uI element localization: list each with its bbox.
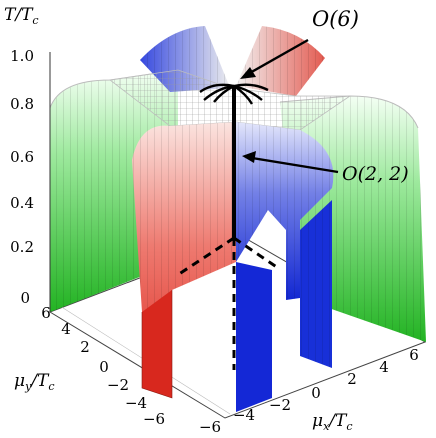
t-tick-0: 0 xyxy=(20,289,30,307)
mu-x-tick-5: 4 xyxy=(379,358,389,376)
mu-y-tick-4: −2 xyxy=(107,376,129,394)
mu-y-tick-5: −4 xyxy=(125,394,147,412)
annotation-o6: O(6) xyxy=(312,7,359,31)
mu-x-axis-ticks: −6 −4 −2 0 2 4 6 xyxy=(199,346,419,436)
mu-x-axis-label: μx/Tc xyxy=(312,411,353,433)
t-axis-label: T/Tc xyxy=(4,5,39,27)
mu-y-tick-2: 2 xyxy=(80,338,90,356)
mu-x-tick-2: −2 xyxy=(269,396,291,414)
t-tick-4: 0.8 xyxy=(10,95,34,113)
t-tick-1: 0.2 xyxy=(10,238,34,256)
red-surface-front-left xyxy=(132,122,236,399)
mu-x-tick-3: 0 xyxy=(311,384,321,402)
mu-y-axis-ticks: 6 4 2 0 −2 −4 −6 xyxy=(41,304,165,428)
mu-x-tick-4: 2 xyxy=(347,370,357,388)
mu-x-tick-6: 6 xyxy=(409,346,419,364)
mu-y-tick-0: 6 xyxy=(41,304,51,322)
mu-x-tick-0: −6 xyxy=(199,418,221,436)
annotation-o22: O(2, 2) xyxy=(342,163,409,185)
t-tick-2: 0.4 xyxy=(10,194,34,212)
t-tick-3: 0.6 xyxy=(10,148,34,166)
mu-y-axis-label: μy/Tc xyxy=(14,371,55,393)
o6-point-burst xyxy=(199,83,269,105)
t-tick-5: 1.0 xyxy=(10,47,34,65)
top-plateau xyxy=(109,69,352,131)
annotation-arrows xyxy=(240,38,339,174)
t-axis-ticks: 0 0.2 0.4 0.6 0.8 1.0 xyxy=(10,47,34,307)
critical-lines xyxy=(175,86,279,370)
mu-y-tick-6: −6 xyxy=(143,410,165,428)
mu-x-tick-1: −4 xyxy=(233,406,255,424)
mu-y-tick-1: 4 xyxy=(61,320,71,338)
mu-y-tick-3: 0 xyxy=(99,358,109,376)
